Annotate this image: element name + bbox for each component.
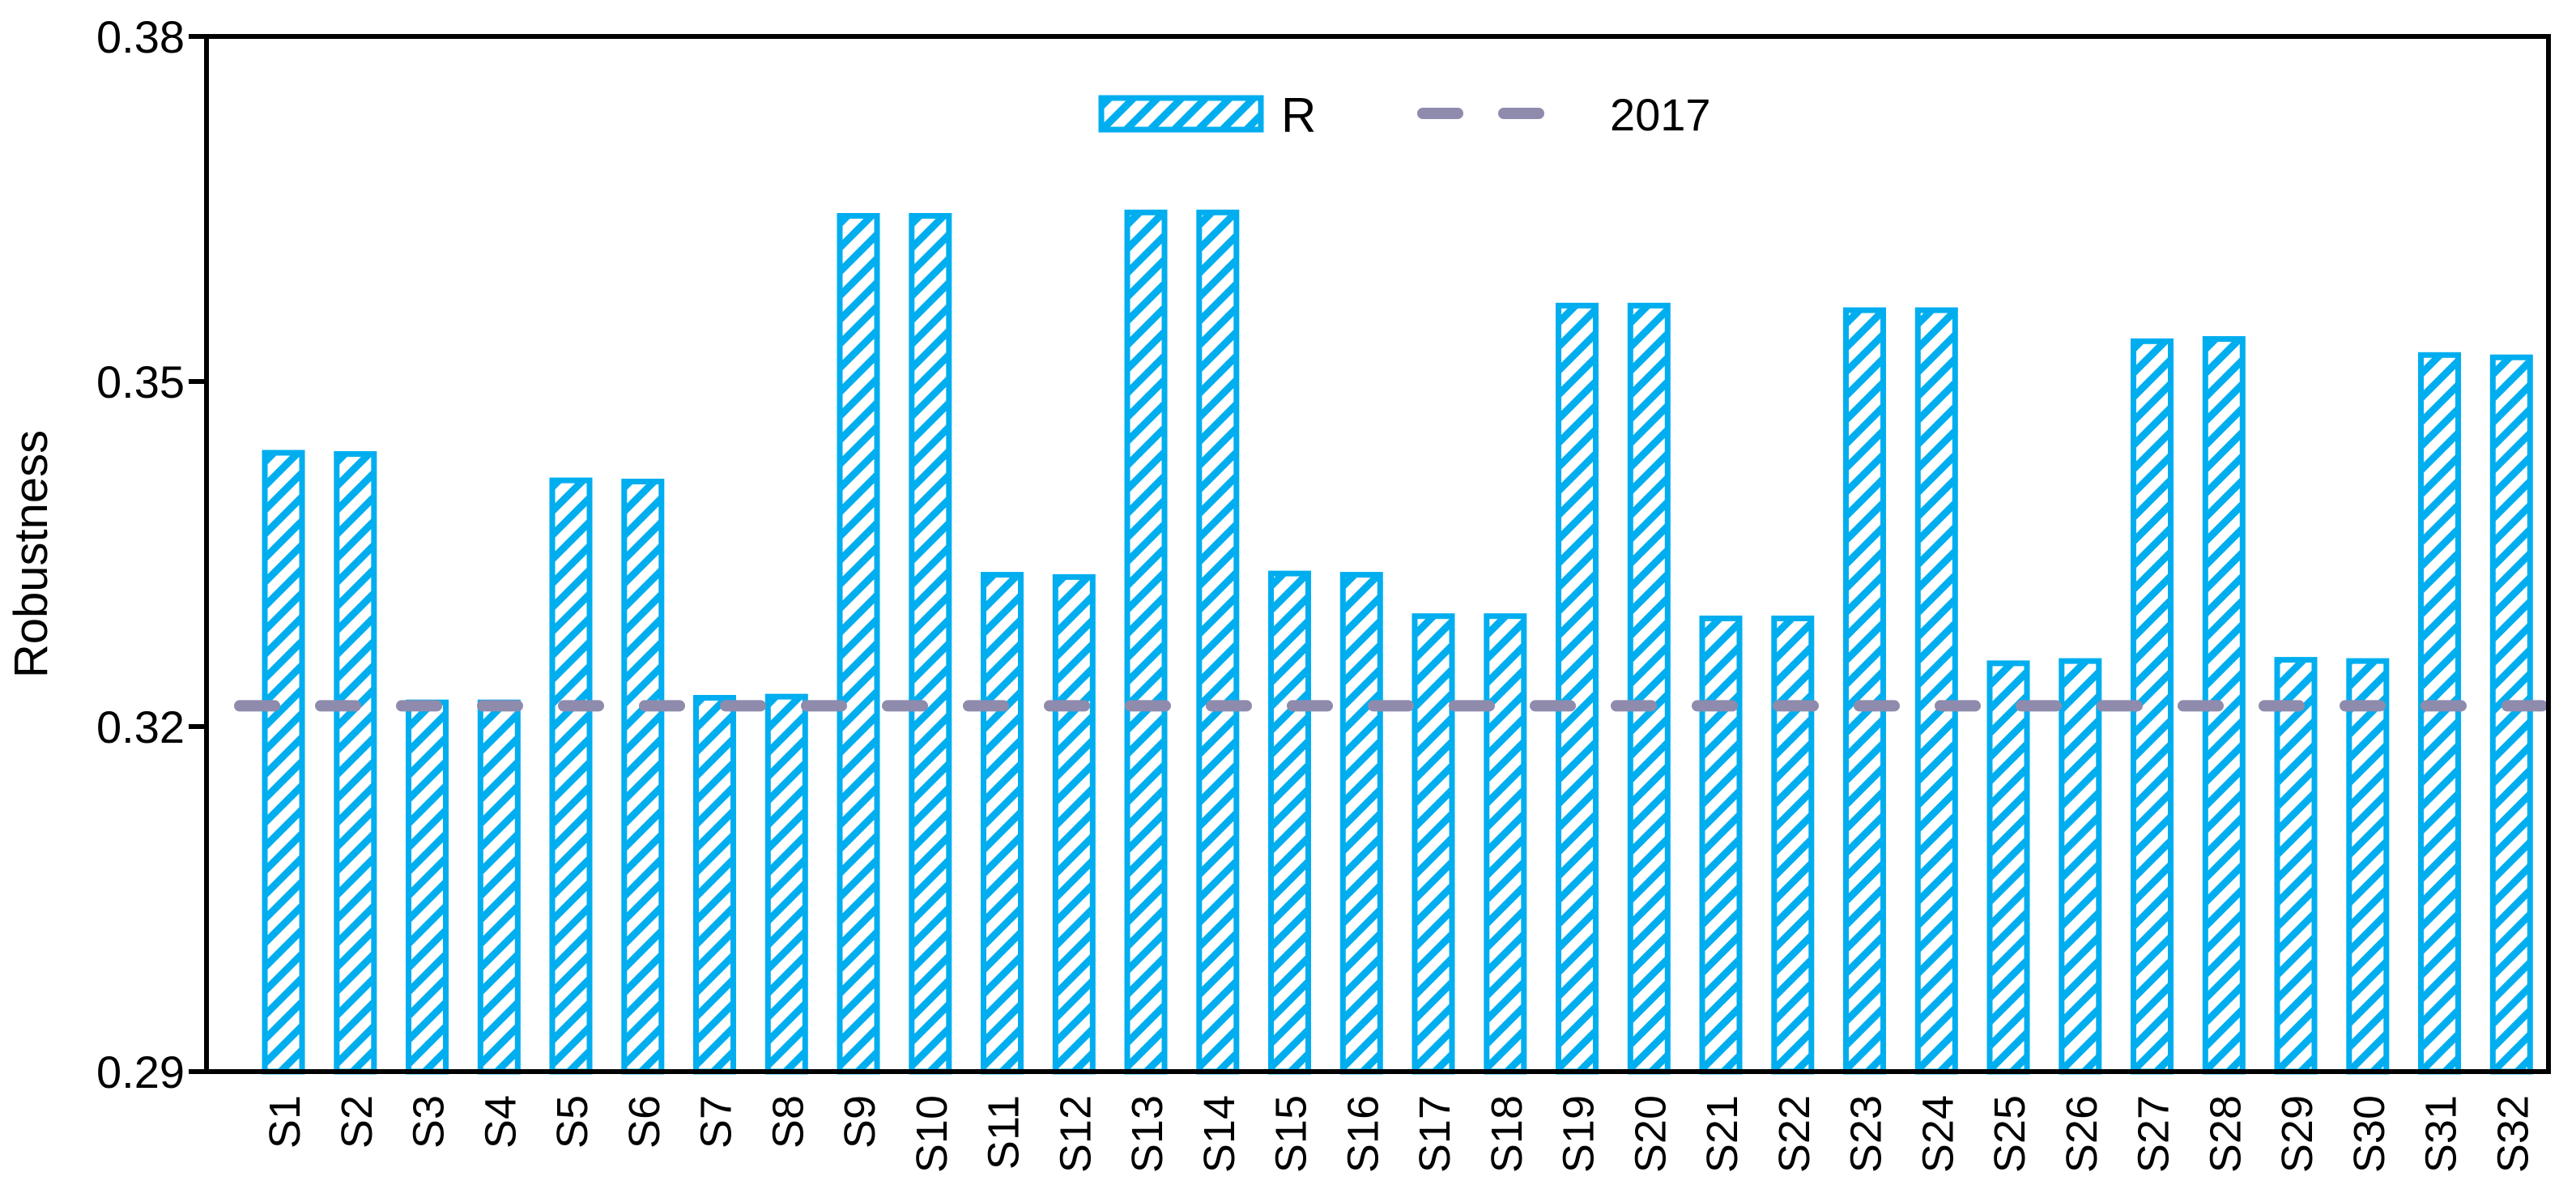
x-label-S29: S29 <box>2273 1095 2322 1173</box>
x-axis-labels: S1 S2 S3 S4 S5 S6 S7 S8 S9 S10 S11 S12 S13 S14 S15 S16 S… <box>261 1095 2537 1173</box>
bar-S7 <box>693 695 736 1075</box>
bar-S10 <box>909 213 952 1075</box>
bar-S29 <box>2274 657 2318 1075</box>
y-tick-label-0.38: 0.38 <box>96 11 185 62</box>
bar-S30 <box>2346 658 2390 1075</box>
bar-S25 <box>1986 660 2030 1075</box>
bar-S16 <box>1339 572 1383 1075</box>
bar-S6 <box>621 479 665 1075</box>
x-label-S1: S1 <box>261 1095 309 1149</box>
y-tick-label-0.35: 0.35 <box>96 356 185 407</box>
x-label-S14: S14 <box>1195 1095 1244 1173</box>
x-label-S27: S27 <box>2130 1095 2178 1173</box>
bar-S20 <box>1627 302 1671 1075</box>
bar-S11 <box>981 572 1024 1075</box>
x-label-S6: S6 <box>620 1095 669 1149</box>
x-label-S20: S20 <box>1626 1095 1675 1173</box>
x-label-S5: S5 <box>548 1095 597 1149</box>
bar-S17 <box>1411 613 1455 1075</box>
bar-S8 <box>764 693 808 1075</box>
bar-S4 <box>477 699 521 1075</box>
bar-S23 <box>1843 307 1886 1075</box>
x-label-S26: S26 <box>2058 1095 2106 1173</box>
x-label-S30: S30 <box>2345 1095 2394 1173</box>
legend-label-2017: 2017 <box>1610 89 1711 140</box>
y-axis-ticks: 0.29 0.32 0.35 0.38 <box>96 11 207 1098</box>
bar-S1 <box>262 450 305 1075</box>
bar-S12 <box>1052 573 1096 1075</box>
x-label-S25: S25 <box>1986 1095 2034 1173</box>
y-tick-label-0.29: 0.29 <box>96 1046 185 1098</box>
x-label-S12: S12 <box>1051 1095 1100 1173</box>
x-label-S16: S16 <box>1339 1095 1387 1173</box>
y-tick-label-0.32: 0.32 <box>96 701 185 752</box>
x-label-S11: S11 <box>980 1095 1028 1170</box>
bar-S19 <box>1556 302 1599 1075</box>
bar-S3 <box>406 699 449 1075</box>
bar-S14 <box>1196 209 1240 1075</box>
x-label-S10: S10 <box>908 1095 956 1173</box>
x-label-S31: S31 <box>2417 1095 2466 1173</box>
x-label-S23: S23 <box>1842 1095 1891 1173</box>
x-label-S28: S28 <box>2201 1095 2250 1173</box>
bars-layer <box>262 209 2533 1075</box>
bar-S5 <box>549 477 593 1075</box>
legend: R 2017 <box>1098 88 1711 143</box>
bar-S15 <box>1268 570 1311 1075</box>
x-label-S8: S8 <box>764 1095 812 1149</box>
x-label-S4: S4 <box>476 1095 525 1149</box>
x-label-S32: S32 <box>2489 1095 2537 1173</box>
bar-S9 <box>837 213 880 1075</box>
bar-S32 <box>2489 354 2533 1075</box>
x-label-S9: S9 <box>836 1095 884 1149</box>
x-label-S21: S21 <box>1698 1095 1747 1173</box>
bar-S31 <box>2418 352 2461 1075</box>
bar-S24 <box>1914 307 1958 1075</box>
bar-S13 <box>1124 209 1168 1075</box>
plot-border <box>204 34 2551 1074</box>
x-label-S19: S19 <box>1555 1095 1603 1173</box>
x-label-S3: S3 <box>405 1095 453 1149</box>
x-label-S18: S18 <box>1483 1095 1531 1173</box>
legend-swatch-bar <box>1098 95 1264 133</box>
x-label-S24: S24 <box>1914 1095 1962 1173</box>
x-label-S7: S7 <box>692 1095 741 1149</box>
bar-S18 <box>1484 613 1527 1075</box>
bar-S26 <box>2059 658 2102 1075</box>
bar-S2 <box>334 451 377 1075</box>
legend-label-r: R <box>1281 88 1316 143</box>
bar-S22 <box>1771 616 1815 1075</box>
x-label-S17: S17 <box>1411 1095 1459 1173</box>
bar-S21 <box>1699 616 1743 1075</box>
x-label-S22: S22 <box>1770 1095 1819 1173</box>
y-axis-title: Robustness <box>5 430 57 678</box>
x-label-S15: S15 <box>1267 1095 1316 1173</box>
x-label-S13: S13 <box>1123 1095 1172 1173</box>
x-label-S2: S2 <box>333 1095 381 1149</box>
